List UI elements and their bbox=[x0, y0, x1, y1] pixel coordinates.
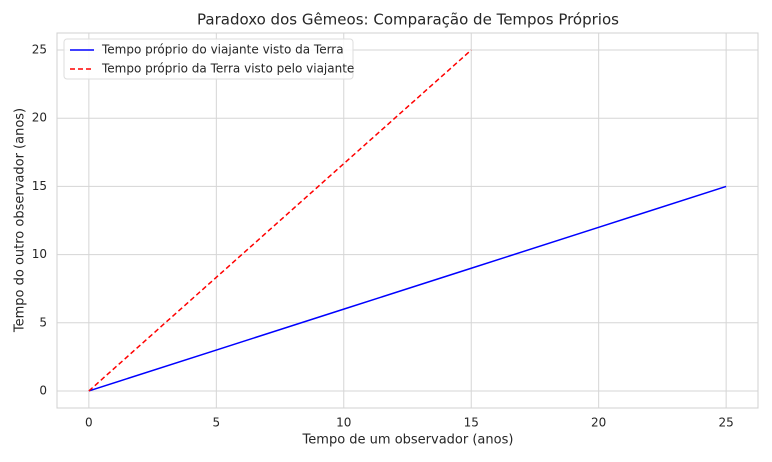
plot-area bbox=[56, 32, 759, 409]
x-tick-label: 15 bbox=[464, 416, 479, 430]
y-tick-label: 20 bbox=[32, 111, 47, 125]
y-axis-label: Tempo do outro observador (anos) bbox=[13, 108, 28, 333]
x-tick-label: 20 bbox=[591, 416, 606, 430]
series-line bbox=[88, 185, 727, 392]
y-tick-label: 15 bbox=[32, 179, 47, 193]
x-tick-label: 0 bbox=[85, 416, 93, 430]
legend-label: Tempo próprio do viajante visto da Terra bbox=[101, 43, 344, 57]
lines bbox=[88, 49, 727, 392]
y-tick-label: 5 bbox=[39, 315, 47, 329]
x-tick-label: 25 bbox=[718, 416, 733, 430]
y-tick-label: 0 bbox=[39, 383, 47, 397]
x-tick-label: 5 bbox=[212, 416, 220, 430]
legend-label: Tempo próprio da Terra visto pelo viajan… bbox=[101, 62, 354, 76]
y-tick-label: 25 bbox=[32, 43, 47, 57]
y-tick-label: 10 bbox=[32, 247, 47, 261]
legend-box bbox=[63, 38, 354, 80]
chart-title: Paradoxo dos Gêmeos: Comparação de Tempo… bbox=[197, 11, 619, 29]
x-axis-label: Tempo de um observador (anos) bbox=[302, 433, 514, 448]
series-line bbox=[88, 49, 472, 392]
x-tick-label: 10 bbox=[336, 416, 351, 430]
legend: Tempo próprio do viajante visto da Terra… bbox=[63, 38, 354, 80]
